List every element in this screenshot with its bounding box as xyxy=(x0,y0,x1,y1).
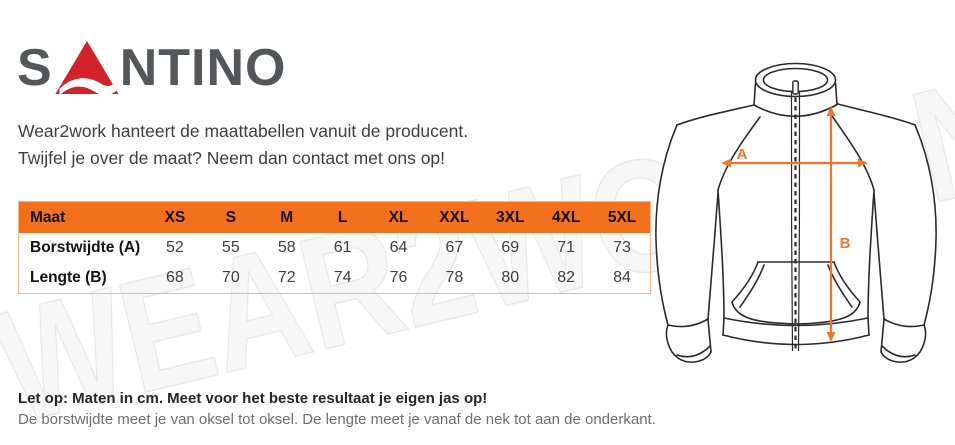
size-value: 58 xyxy=(277,239,296,256)
logo-letters-ntino: NTINO xyxy=(119,39,287,97)
column-header: L xyxy=(337,208,348,226)
column-header: 4XL xyxy=(551,208,581,226)
size-value: 82 xyxy=(557,269,576,286)
zipper-pull xyxy=(792,80,799,95)
logo-triangle-icon xyxy=(55,41,119,94)
size-table: Maat XS S M L XL XXL 3XL 4XL 5XL Borstwi… xyxy=(18,201,651,294)
column-header: XS xyxy=(164,208,186,226)
footnote: Let op: Maten in cm. Meet voor het beste… xyxy=(18,388,656,430)
jacket-outline xyxy=(655,62,937,363)
footnote-bold-line: Let op: Maten in cm. Meet voor het beste… xyxy=(18,390,488,407)
column-header: XL xyxy=(388,208,409,226)
column-header: Maat xyxy=(30,208,66,226)
size-value: 70 xyxy=(221,269,240,286)
size-value: 84 xyxy=(613,269,631,286)
table-row-chest-width: Borstwijdte (A) 52 55 58 61 64 67 69 71 … xyxy=(19,233,650,263)
column-header: 5XL xyxy=(607,208,637,226)
logo-letter-s: S xyxy=(17,39,53,97)
size-value: 61 xyxy=(333,239,352,256)
brand-logo: S NTINO xyxy=(17,41,286,94)
row-label: Lengte (B) xyxy=(30,269,107,286)
intro-line-2: Twijfel je over de maat? Neem dan contac… xyxy=(18,148,446,168)
size-value: 76 xyxy=(389,269,408,286)
size-value: 78 xyxy=(445,269,464,286)
size-value: 52 xyxy=(166,239,184,256)
table-row-length: Lengte (B) 68 70 72 74 76 78 80 82 84 xyxy=(19,263,650,293)
size-value: 69 xyxy=(501,239,520,256)
size-table-header-row: Maat XS S M L XL XXL 3XL 4XL 5XL xyxy=(19,202,650,233)
size-value: 68 xyxy=(166,269,184,286)
size-value: 80 xyxy=(501,269,520,286)
column-header: 3XL xyxy=(496,208,525,226)
measurement-arrows: A B xyxy=(721,106,868,342)
size-value: 55 xyxy=(221,239,240,256)
size-value: 73 xyxy=(613,239,631,256)
size-value: 64 xyxy=(389,239,408,256)
intro-line-1: Wear2work hanteert de maattabellen vanui… xyxy=(18,121,469,141)
jacket-measurement-diagram: A B xyxy=(655,62,937,363)
arrow-b-label: B xyxy=(840,235,851,252)
column-header: XXL xyxy=(439,208,470,226)
size-value: 74 xyxy=(333,269,352,286)
arrow-a-label: A xyxy=(737,146,748,163)
column-header: M xyxy=(280,208,294,226)
intro-text: Wear2work hanteert de maattabellen vanui… xyxy=(18,118,468,172)
size-value: 67 xyxy=(445,239,464,256)
footnote-gray-line: De borstwijdte meet je van oksel tot oks… xyxy=(18,411,656,428)
column-header: S xyxy=(225,208,236,226)
size-value: 72 xyxy=(277,269,296,286)
size-value: 71 xyxy=(557,239,576,256)
row-label: Borstwijdte (A) xyxy=(30,239,141,256)
zipper xyxy=(790,80,801,352)
